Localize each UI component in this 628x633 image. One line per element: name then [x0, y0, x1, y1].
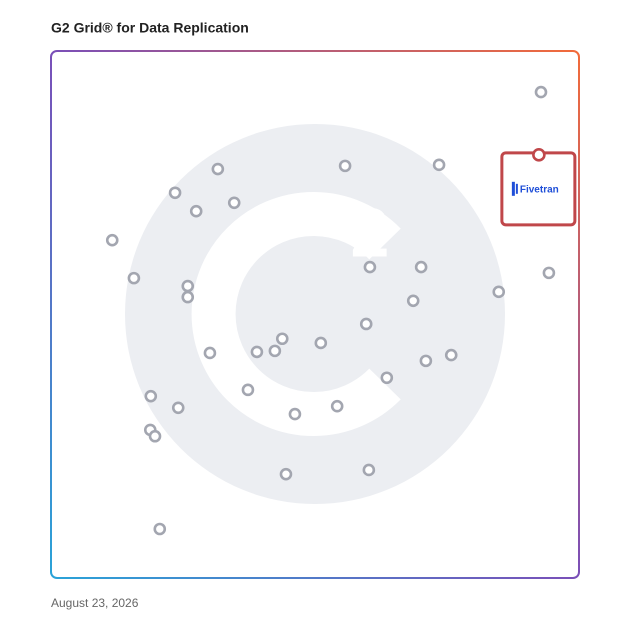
point	[534, 85, 548, 99]
point	[168, 186, 182, 200]
point	[279, 467, 293, 481]
point	[181, 279, 195, 293]
point	[250, 345, 264, 359]
point	[362, 463, 376, 477]
point	[105, 233, 119, 247]
point	[203, 346, 217, 360]
highlight-point	[532, 148, 546, 162]
point	[127, 271, 141, 285]
point	[314, 336, 328, 350]
point	[542, 266, 556, 280]
point	[241, 383, 255, 397]
point	[492, 285, 506, 299]
logo-icon	[511, 181, 515, 196]
point	[189, 204, 203, 218]
point	[338, 159, 352, 173]
logo-icon	[515, 183, 518, 194]
point	[144, 389, 158, 403]
point	[171, 401, 185, 415]
point	[363, 260, 377, 274]
point	[275, 332, 289, 346]
highlight-label: Fivetran	[520, 184, 559, 195]
point	[419, 354, 433, 368]
grid-border	[50, 50, 580, 579]
chart-title: G2 Grid® for Data Replication	[51, 20, 249, 36]
point	[330, 399, 344, 413]
point	[268, 344, 282, 358]
point	[432, 158, 446, 172]
svg-text:2: 2	[351, 193, 390, 271]
point	[211, 162, 225, 176]
point	[148, 429, 162, 443]
point	[359, 317, 373, 331]
point	[444, 348, 458, 362]
point	[406, 294, 420, 308]
point	[181, 290, 195, 304]
date: August 23, 2026	[51, 596, 139, 610]
point	[288, 407, 302, 421]
point	[380, 371, 394, 385]
point	[153, 522, 167, 536]
point	[414, 260, 428, 274]
point	[227, 196, 241, 210]
